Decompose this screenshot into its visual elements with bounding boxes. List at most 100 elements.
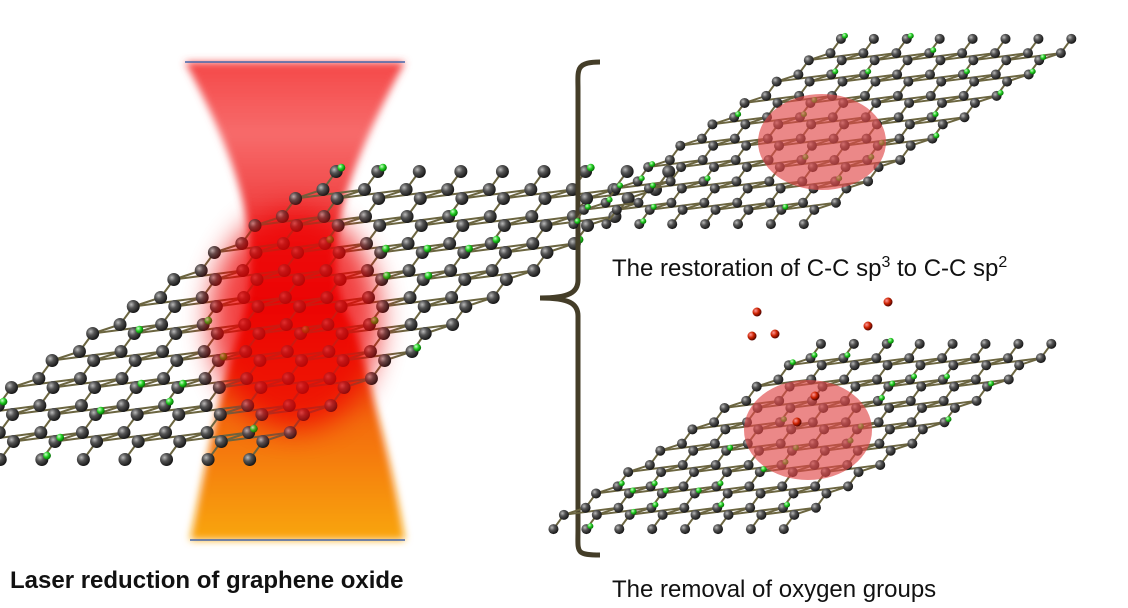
carbon-atom (777, 481, 788, 492)
carbon-atom (745, 502, 756, 513)
carbon-atom (741, 162, 752, 173)
bond (616, 201, 672, 211)
functional-group (179, 379, 187, 388)
carbon-atom (497, 219, 511, 232)
carbon-atom (537, 165, 551, 178)
bond (649, 201, 705, 211)
carbon-atom (499, 273, 513, 286)
carbon-atom (798, 219, 809, 230)
carbon-atom (680, 524, 691, 535)
bond (888, 399, 944, 409)
carbon-atom (676, 438, 687, 449)
bond (648, 158, 703, 169)
bond (841, 52, 897, 62)
functional-group (617, 182, 624, 189)
carbon-atom (836, 55, 847, 66)
bond (855, 378, 911, 388)
carbon-atom (937, 119, 948, 130)
functional-group (165, 397, 174, 406)
bond (877, 137, 933, 147)
carbon-atom (372, 192, 386, 205)
functional-group (865, 68, 872, 75)
carbon-atom (289, 192, 303, 205)
carbon-atom (775, 183, 786, 194)
carbon-atom (172, 408, 186, 421)
carbon-atom (710, 204, 721, 215)
bond (821, 357, 877, 367)
laser-spot (210, 210, 380, 430)
carbon-atom (849, 360, 860, 371)
carbon-atom (882, 360, 893, 371)
carbon-atom (884, 402, 895, 413)
bond (776, 73, 832, 83)
carbon-atom (710, 459, 721, 470)
carbon-atom (214, 435, 228, 448)
carbon-atom (114, 345, 128, 358)
carbon-atom (771, 76, 782, 87)
carbon-atom (676, 162, 687, 173)
carbon-atom (678, 481, 689, 492)
bond (660, 442, 716, 452)
carbon-atom (157, 372, 171, 385)
carbon-atom (804, 76, 815, 87)
bond (875, 73, 931, 83)
bond (854, 357, 910, 367)
carbon-atom (86, 327, 100, 340)
carbon-atom (741, 395, 752, 406)
functional-group (943, 373, 950, 380)
oxygen-atom (752, 307, 762, 317)
carbon-atom (45, 354, 59, 367)
oxygen-atom (810, 391, 820, 401)
carbon-atom (868, 33, 879, 44)
bond (462, 215, 532, 227)
carbon-atom (485, 264, 499, 277)
bond (808, 52, 864, 62)
functional-group (878, 394, 885, 401)
bond (908, 94, 964, 104)
bond (380, 242, 450, 254)
carbon-atom (1033, 33, 1044, 44)
carbon-atom (947, 338, 958, 349)
functional-group (662, 487, 669, 494)
carbon-atom (937, 353, 948, 364)
carbon-atom (131, 435, 145, 448)
carbon-atom (904, 119, 915, 130)
carbon-atom (647, 524, 658, 535)
carbon-atom (720, 424, 731, 435)
carbon-atom (458, 273, 472, 286)
carbon-atom (907, 438, 918, 449)
carbon-atom (894, 133, 905, 144)
bond (954, 378, 1009, 388)
bond (692, 421, 748, 431)
functional-group (43, 451, 51, 460)
carbon-atom (446, 318, 460, 331)
functional-group (911, 373, 918, 380)
carbon-atom (981, 360, 992, 371)
carbon-atom (655, 445, 666, 456)
panel-caption: The restoration of C-C sp3 to C-C sp2 (612, 254, 1007, 282)
carbon-atom (1055, 48, 1066, 59)
functional-group (465, 244, 473, 253)
bond (921, 378, 976, 388)
carbon-atom (906, 417, 917, 428)
bond (887, 357, 943, 367)
carbon-atom (620, 165, 634, 178)
carbon-atom (721, 467, 732, 478)
functional-group (760, 466, 767, 473)
carbon-atom (869, 55, 880, 66)
functional-group (695, 487, 702, 494)
carbon-atom (741, 140, 752, 151)
reduced-region (744, 380, 872, 480)
bond (464, 269, 534, 281)
carbon-atom (825, 48, 836, 59)
bond (889, 421, 945, 431)
carbon-atom (197, 345, 211, 358)
carbon-atom (170, 354, 184, 367)
carbon-atom (708, 140, 719, 151)
bond (378, 188, 448, 200)
carbon-atom (667, 219, 678, 230)
bond (648, 180, 704, 190)
carbon-atom (456, 219, 470, 232)
carbon-atom (0, 426, 6, 439)
functional-group (789, 359, 796, 366)
